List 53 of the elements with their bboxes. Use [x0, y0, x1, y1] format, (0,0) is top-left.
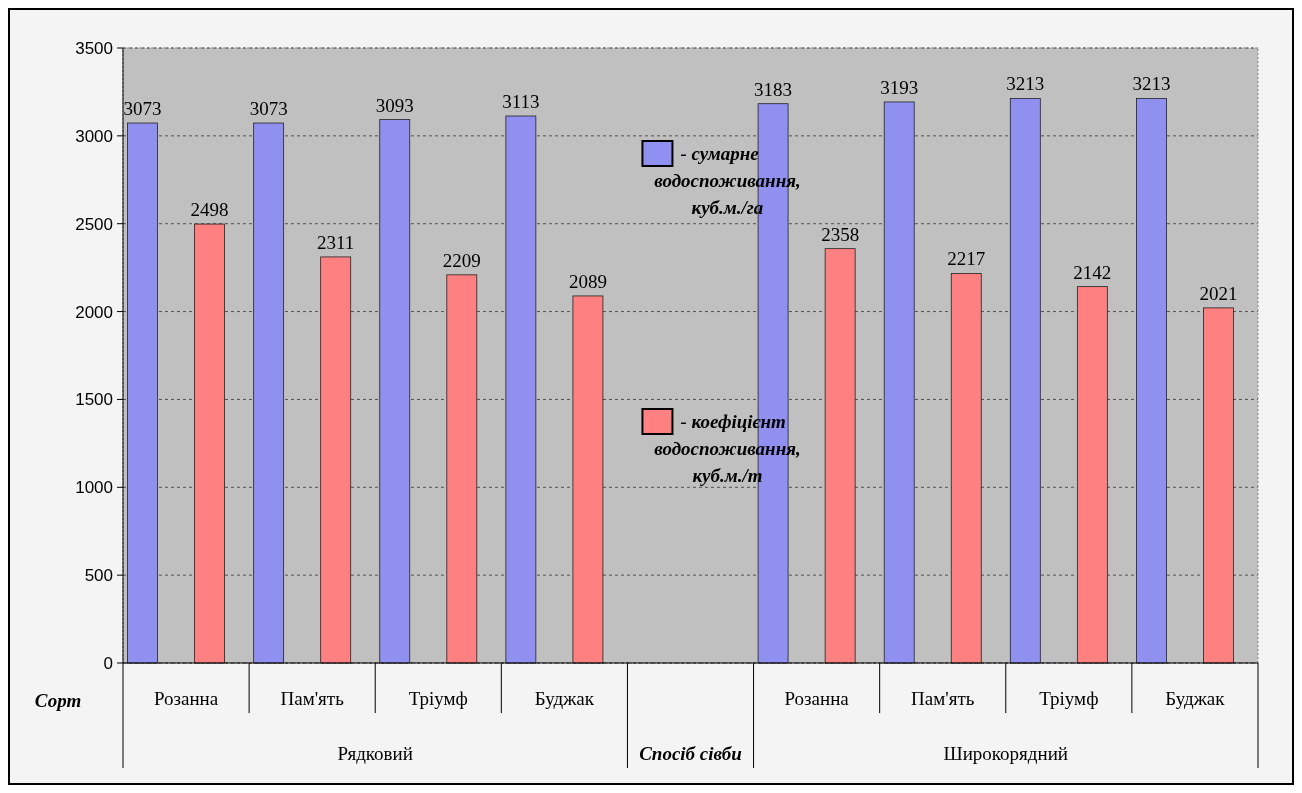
data-label: 2217: [947, 248, 986, 270]
bar: [950, 273, 982, 664]
bar: [379, 119, 411, 664]
data-label: 2021: [1199, 282, 1238, 304]
data-label: 2142: [1073, 261, 1112, 283]
data-label: 3213: [1132, 73, 1171, 95]
y-tick-label: 500: [84, 566, 113, 586]
text: Спосіб сівби: [639, 742, 742, 764]
data-label: 3183: [754, 78, 793, 100]
data-label: 3073: [123, 98, 162, 120]
data-label: 2209: [442, 249, 481, 271]
bar: [1203, 307, 1234, 664]
y-tick-label: 3500: [75, 38, 113, 58]
data-label: 2089: [568, 270, 607, 292]
data-label: 3213: [1006, 73, 1045, 95]
x-tick-label: Тріумф: [1039, 687, 1099, 709]
x-tick-label: Буджак: [1165, 687, 1226, 709]
text: Широкорядний: [943, 742, 1069, 764]
x-tick-label: Розанна: [153, 687, 219, 709]
y-tick-label: 2500: [75, 214, 113, 234]
x-tick-label: Буджак: [534, 687, 595, 709]
data-label: 3073: [249, 98, 288, 120]
data-label: 3093: [375, 94, 414, 116]
bar: [253, 122, 285, 664]
bar: [883, 101, 915, 664]
data-label: 2498: [190, 199, 229, 221]
y-tick-label: 2000: [75, 302, 113, 322]
x-tick-label: Пам'ять: [911, 687, 975, 709]
x-tick-label: Розанна: [784, 687, 850, 709]
y-tick-label: 3000: [75, 126, 113, 146]
y-tick-label: 1000: [75, 478, 113, 498]
bar: [824, 248, 856, 664]
bar: [1076, 286, 1108, 664]
data-label: 2311: [317, 231, 355, 253]
data-label: 3193: [880, 76, 919, 98]
data-label: 3113: [502, 91, 540, 112]
bar: [1009, 98, 1041, 664]
data-label: 2358: [821, 223, 860, 245]
bar: [446, 274, 478, 664]
x-tick-label: Тріумф: [408, 687, 468, 709]
bar: [320, 256, 352, 664]
bar: [505, 115, 537, 664]
legend-label: - коефіцієнт водоспоживання, куб.м./т: [654, 410, 801, 486]
bar: [572, 295, 604, 664]
y-tick-label: 1500: [75, 390, 113, 410]
bar: [1136, 98, 1167, 664]
bar: [194, 223, 225, 664]
legend-label: - сумарне водоспоживання, куб.м./га: [654, 142, 801, 218]
bar: [127, 122, 158, 664]
text: Сорт: [34, 689, 82, 711]
text: Рядковий: [337, 742, 413, 764]
y-tick-label: 0: [103, 653, 113, 673]
x-tick-label: Пам'ять: [280, 687, 345, 709]
